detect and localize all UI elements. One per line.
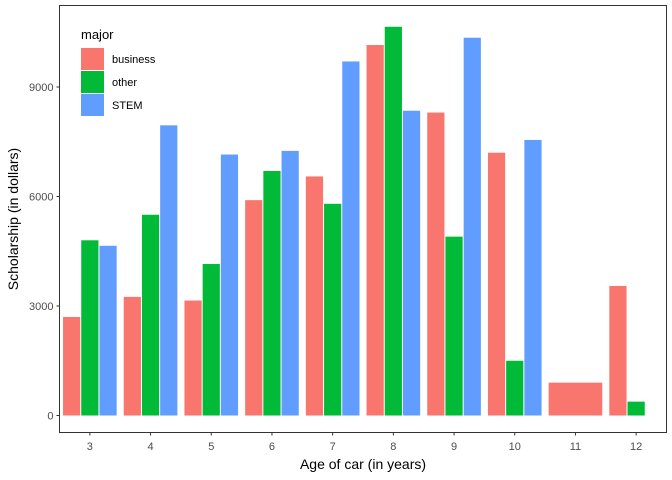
x-tick-label: 10 bbox=[509, 441, 521, 453]
bar-other-9 bbox=[445, 236, 463, 416]
bar-other-5 bbox=[202, 264, 220, 416]
bar-stem-9 bbox=[463, 37, 481, 416]
bar-other-3 bbox=[81, 240, 99, 416]
bar-stem-3 bbox=[99, 245, 117, 416]
x-tick-label: 11 bbox=[570, 441, 581, 453]
x-tick-label: 8 bbox=[390, 441, 396, 453]
bar-business-6 bbox=[245, 200, 263, 416]
y-axis-ticks: 0 3000 6000 9000 bbox=[29, 82, 60, 423]
bar-business-3 bbox=[63, 316, 81, 416]
bar-stem-6 bbox=[281, 150, 299, 416]
bar-stem-4 bbox=[160, 125, 178, 416]
bar-other-6 bbox=[263, 170, 281, 416]
legend-label-other: other bbox=[112, 77, 137, 89]
bar-business-5 bbox=[184, 300, 202, 416]
y-tick-label: 3000 bbox=[29, 301, 53, 313]
legend-title: major bbox=[81, 27, 114, 42]
bar-other-10 bbox=[506, 360, 524, 416]
bar-stem-7 bbox=[342, 61, 360, 416]
bar-business-11 bbox=[548, 382, 603, 416]
legend-key-stem bbox=[81, 94, 104, 116]
x-tick-label: 6 bbox=[269, 441, 275, 453]
bar-business-7 bbox=[305, 176, 324, 416]
bar-stem-8 bbox=[402, 110, 421, 416]
bar-stem-5 bbox=[220, 154, 239, 416]
bar-other-12 bbox=[627, 401, 645, 416]
legend-label-business: business bbox=[112, 54, 156, 66]
bar-other-7 bbox=[324, 203, 342, 416]
legend-key-other bbox=[81, 71, 104, 93]
x-axis-ticks: 3 4 5 6 7 8 9 10 11 12 bbox=[87, 432, 642, 453]
x-tick-label: 7 bbox=[330, 441, 336, 453]
bar-business-10 bbox=[487, 152, 506, 416]
x-axis-title: Age of car (in years) bbox=[300, 456, 426, 472]
bar-business-9 bbox=[427, 112, 445, 416]
x-tick-label: 9 bbox=[451, 441, 457, 453]
y-tick-label: 9000 bbox=[29, 82, 53, 94]
legend: major business other STEM bbox=[81, 27, 156, 116]
x-tick-label: 4 bbox=[147, 441, 153, 453]
y-tick-label: 0 bbox=[47, 411, 53, 423]
bar-other-4 bbox=[141, 214, 160, 416]
legend-label-stem: STEM bbox=[112, 100, 143, 112]
bar-business-4 bbox=[123, 296, 141, 416]
y-axis-title: Scholarship (in dollars) bbox=[5, 148, 21, 290]
x-tick-label: 12 bbox=[630, 441, 642, 453]
bar-business-8 bbox=[366, 45, 384, 416]
bars-group bbox=[63, 26, 645, 416]
y-tick-label: 6000 bbox=[29, 192, 53, 204]
bar-stem-10 bbox=[524, 139, 542, 416]
legend-key-business bbox=[81, 48, 104, 70]
x-tick-label: 3 bbox=[87, 441, 93, 453]
x-tick-label: 5 bbox=[208, 441, 214, 453]
bar-business-12 bbox=[609, 285, 627, 416]
bar-other-8 bbox=[384, 26, 402, 416]
